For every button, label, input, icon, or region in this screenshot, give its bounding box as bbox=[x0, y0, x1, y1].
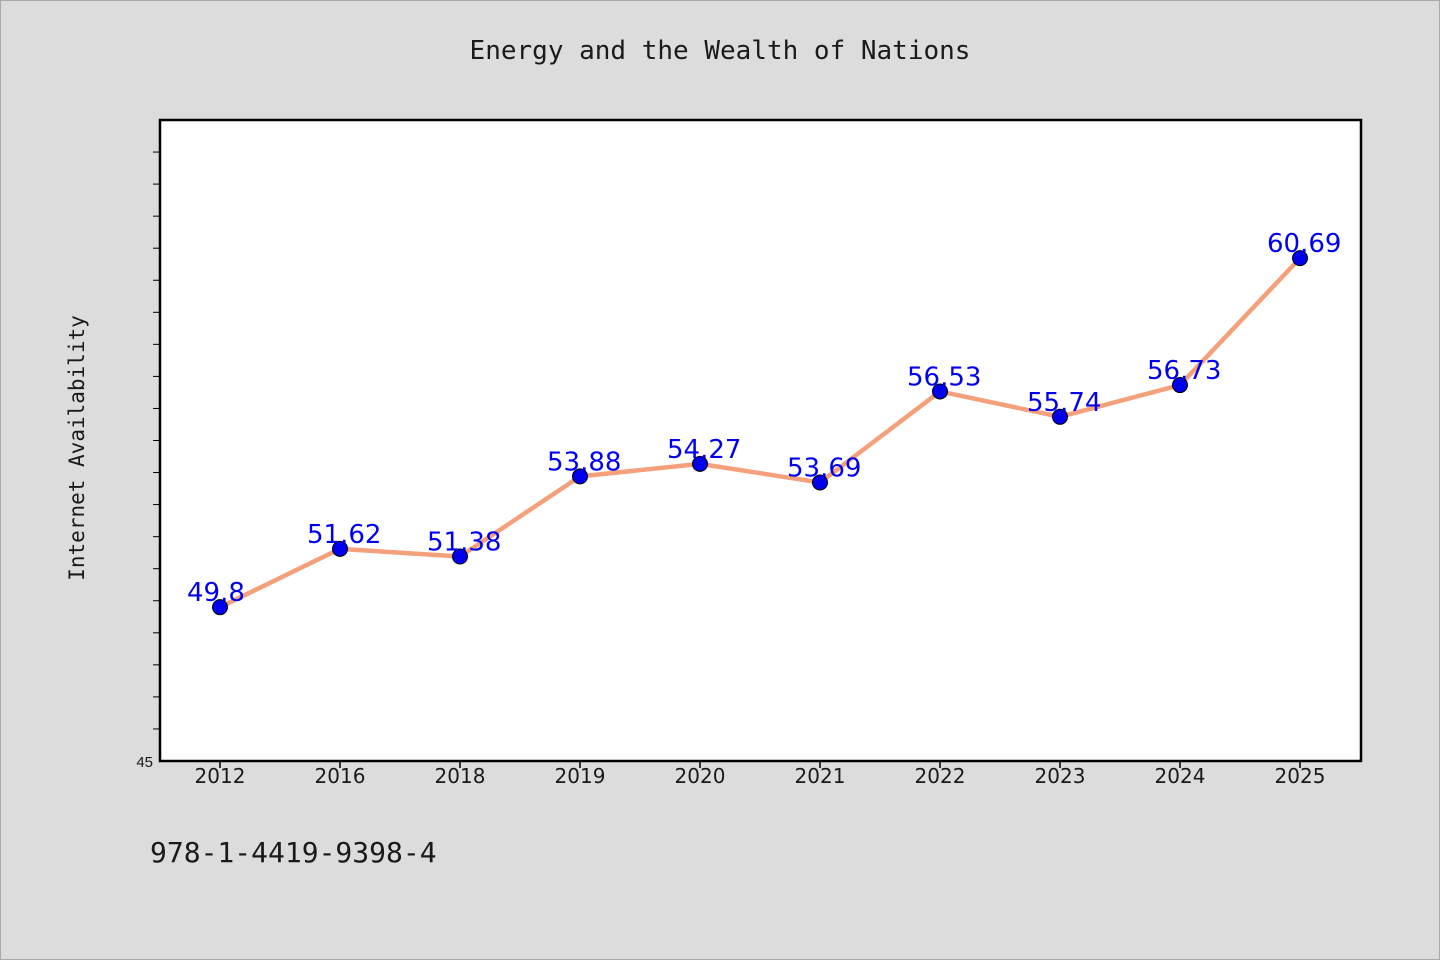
x-tick-label: 2012 bbox=[195, 764, 246, 788]
data-point bbox=[452, 548, 468, 565]
x-tick-label: 2019 bbox=[555, 764, 606, 788]
x-tick-label: 2021 bbox=[795, 764, 846, 788]
data-label: 56.73 bbox=[1147, 356, 1221, 386]
data-label: 56.53 bbox=[907, 362, 981, 392]
data-label: 53.69 bbox=[787, 453, 861, 483]
data-point bbox=[572, 468, 588, 485]
series-line bbox=[219, 256, 1302, 610]
data-point bbox=[212, 599, 228, 616]
data-point bbox=[932, 383, 948, 400]
data-label: 51.38 bbox=[427, 528, 501, 558]
data-point bbox=[1052, 408, 1068, 425]
data-label: 60.69 bbox=[1267, 229, 1341, 259]
chart-title: Energy and the Wealth of Nations bbox=[469, 36, 971, 66]
data-labels-group: 49.8 51.62 51.38 53.88 54.27 53.69 56.53 55.74 5… bbox=[187, 229, 1341, 608]
data-point bbox=[692, 455, 708, 472]
x-tick-label: 2018 bbox=[435, 764, 486, 788]
x-tick-label: 2016 bbox=[315, 764, 366, 788]
x-tick-label: 2023 bbox=[1035, 764, 1086, 788]
data-label: 49.8 bbox=[187, 578, 245, 608]
data-label: 54.27 bbox=[667, 435, 741, 465]
series-line-group bbox=[219, 256, 1302, 610]
plot-area bbox=[158, 118, 1363, 763]
data-point bbox=[1172, 377, 1188, 394]
y-axis-label: Internet Availability bbox=[65, 315, 89, 581]
data-point bbox=[812, 474, 828, 491]
x-tick-label: 2025 bbox=[1275, 764, 1326, 788]
y-tick-label: 45 bbox=[136, 754, 153, 771]
y-axis-ticks bbox=[153, 151, 160, 730]
x-tick-label: 2020 bbox=[675, 764, 726, 788]
x-tick-label: 2024 bbox=[1155, 764, 1206, 788]
x-tick-label: 2022 bbox=[915, 764, 966, 788]
data-point bbox=[332, 540, 348, 557]
data-label: 51.62 bbox=[307, 520, 381, 550]
x-axis-ticks: 2012 2016 2018 2019 2020 2021 2022 2023 2024 2025 bbox=[195, 761, 1326, 788]
data-label: 53.88 bbox=[547, 447, 621, 477]
data-label: 55.74 bbox=[1027, 388, 1101, 418]
isbn-text: 978-1-4419-9398-4 bbox=[150, 836, 437, 869]
data-point bbox=[1292, 250, 1308, 267]
markers-group bbox=[212, 250, 1308, 616]
